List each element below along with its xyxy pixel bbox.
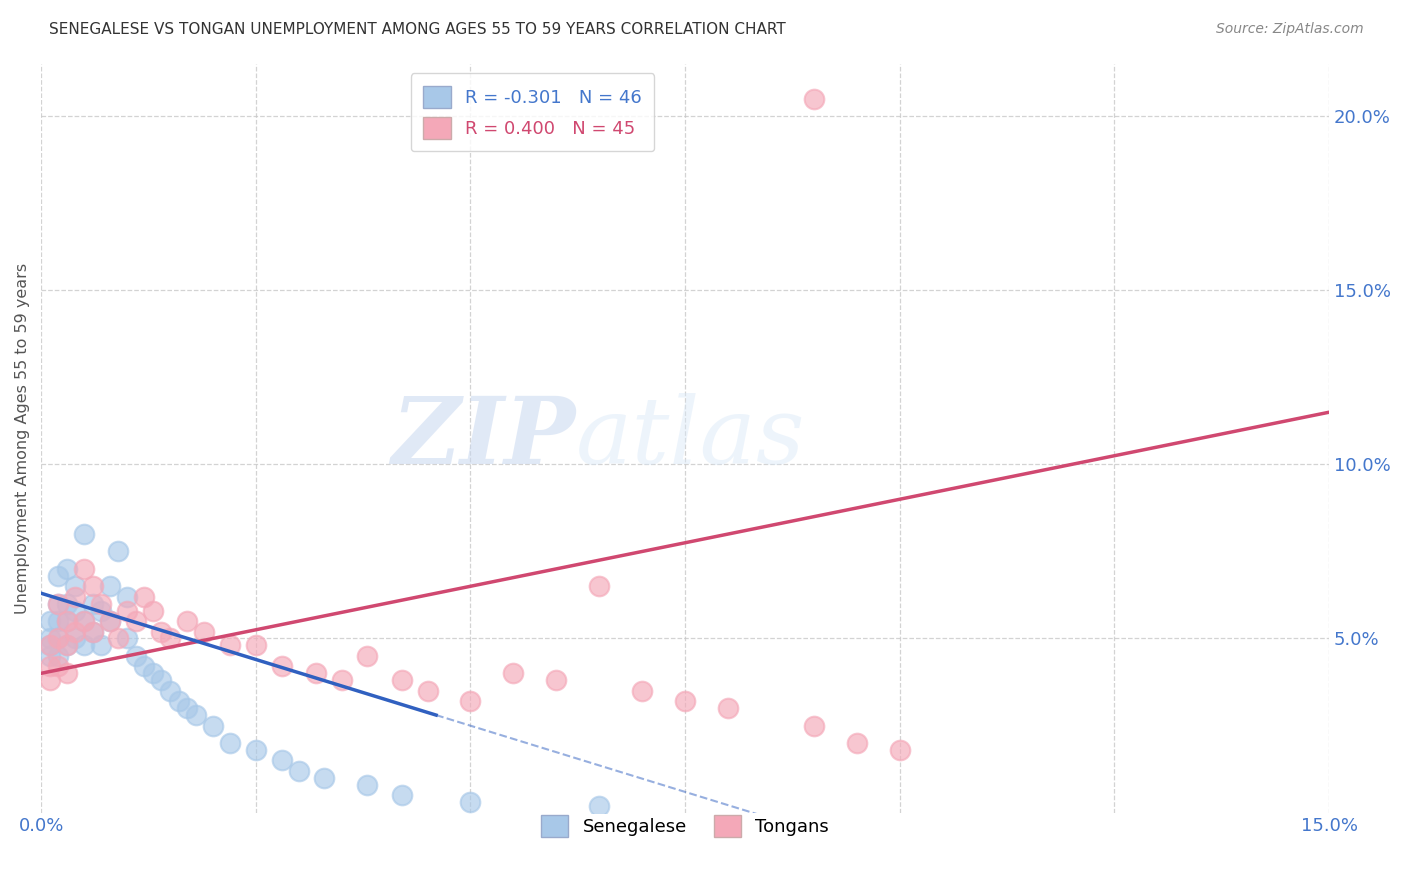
Point [56, 666, 79, 681]
Point [142, 666, 165, 681]
Text: ZIP: ZIP [391, 393, 575, 483]
Point [631, 683, 654, 698]
Point [167, 694, 190, 708]
Point [150, 673, 173, 688]
Point [588, 579, 610, 593]
Point [65, 624, 87, 639]
Point [82, 597, 104, 611]
Point [717, 701, 740, 715]
Point [46, 659, 69, 673]
Point [201, 718, 224, 732]
Point [245, 639, 267, 653]
Point [38, 614, 60, 628]
Point [115, 604, 138, 618]
Point [98, 579, 121, 593]
Point [219, 639, 242, 653]
Point [159, 632, 181, 646]
Point [82, 624, 104, 639]
Point [98, 614, 121, 628]
Point [134, 590, 156, 604]
Point [56, 597, 79, 611]
Point [176, 614, 198, 628]
Point [90, 639, 112, 653]
Point [124, 648, 146, 663]
Point [673, 694, 696, 708]
Point [90, 604, 112, 618]
Point [107, 544, 129, 558]
Point [176, 701, 198, 715]
Point [588, 798, 610, 813]
Point [134, 659, 156, 673]
Point [416, 683, 439, 698]
Point [193, 624, 215, 639]
Point [314, 771, 336, 785]
Point [803, 718, 825, 732]
Text: atlas: atlas [575, 393, 806, 483]
Point [889, 743, 911, 757]
Point [107, 632, 129, 646]
Y-axis label: Unemployment Among Ages 55 to 59 years: Unemployment Among Ages 55 to 59 years [15, 263, 30, 614]
Point [270, 659, 292, 673]
Point [502, 666, 524, 681]
Point [46, 597, 69, 611]
Point [46, 648, 69, 663]
Text: Source: ZipAtlas.com: Source: ZipAtlas.com [1216, 22, 1364, 37]
Point [38, 659, 60, 673]
Point [46, 597, 69, 611]
Point [56, 614, 79, 628]
Point [90, 597, 112, 611]
Point [150, 624, 173, 639]
Point [46, 632, 69, 646]
Point [38, 673, 60, 688]
Point [56, 614, 79, 628]
Point [460, 795, 482, 809]
Point [305, 666, 328, 681]
Point [460, 694, 482, 708]
Point [159, 683, 181, 698]
Point [73, 614, 96, 628]
Point [803, 92, 825, 106]
Point [115, 590, 138, 604]
Point [142, 604, 165, 618]
Point [65, 632, 87, 646]
Point [184, 708, 207, 723]
Point [65, 604, 87, 618]
Point [391, 673, 413, 688]
Point [356, 648, 378, 663]
Point [115, 632, 138, 646]
Point [73, 639, 96, 653]
Point [65, 579, 87, 593]
Point [65, 590, 87, 604]
Point [56, 639, 79, 653]
Point [845, 736, 868, 750]
Point [73, 527, 96, 541]
Point [46, 614, 69, 628]
Point [38, 639, 60, 653]
Point [124, 614, 146, 628]
Point [46, 569, 69, 583]
Point [73, 562, 96, 576]
Point [356, 778, 378, 792]
Point [546, 673, 568, 688]
Point [245, 743, 267, 757]
Point [56, 562, 79, 576]
Point [82, 579, 104, 593]
Point [270, 753, 292, 767]
Point [38, 632, 60, 646]
Point [38, 639, 60, 653]
Point [391, 788, 413, 802]
Point [73, 614, 96, 628]
Point [46, 632, 69, 646]
Point [287, 764, 309, 778]
Point [82, 624, 104, 639]
Text: SENEGALESE VS TONGAN UNEMPLOYMENT AMONG AGES 55 TO 59 YEARS CORRELATION CHART: SENEGALESE VS TONGAN UNEMPLOYMENT AMONG … [49, 22, 786, 37]
Point [219, 736, 242, 750]
Point [56, 639, 79, 653]
Legend: Senegalese, Tongans: Senegalese, Tongans [534, 808, 837, 845]
Point [330, 673, 353, 688]
Point [38, 648, 60, 663]
Point [98, 614, 121, 628]
